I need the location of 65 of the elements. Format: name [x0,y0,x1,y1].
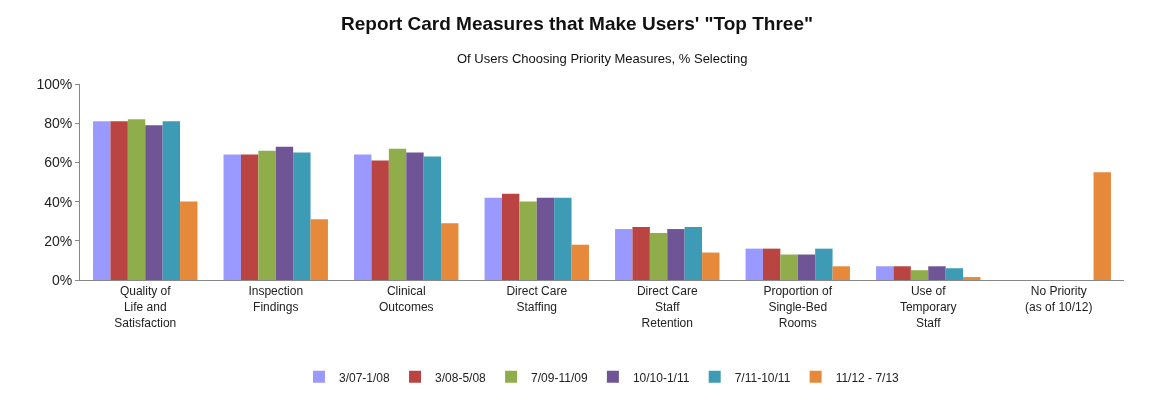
bar [667,229,685,280]
bar [928,266,946,280]
legend-label: 3/07-1/08 [339,370,391,385]
bar [127,119,146,280]
chart-title: Report Card Measures that Make Users' "Top Three" [341,12,813,34]
bar [571,244,589,280]
y-tick-label: 80% [44,115,73,132]
bar [501,193,520,280]
y-tick-label: 60% [44,154,73,171]
bar [632,227,650,280]
bar [406,152,424,280]
bar [310,219,328,280]
legend-label: 11/12 - 7/13 [835,370,900,385]
bar [180,201,198,280]
bar [110,121,128,280]
bar [93,121,111,280]
bar [519,201,537,280]
bar [388,148,407,280]
bar [275,146,294,280]
legend-label: 7/09-11/09 [531,370,588,385]
bar [423,156,442,280]
bar [762,248,781,280]
chart-subtitle: Of Users Choosing Priority Measures, % Selecting [457,51,748,66]
bar [258,150,276,280]
bar [797,254,816,280]
y-tick-label: 20% [44,232,73,249]
bar [223,154,241,280]
bar [1093,172,1111,280]
bar [145,125,163,280]
bar [945,268,964,280]
bar [684,227,703,280]
x-tick-label: Quality of Life and Satisfaction [114,284,177,330]
bar [745,248,763,280]
x-tick-label: No Priority (as of 10/12) [1025,284,1093,314]
x-tick-label: Direct Care Staffing [506,284,568,314]
bar [371,160,389,280]
x-tick-label: Clinical Outcomes [378,284,434,314]
bar [441,223,459,280]
bar [702,252,720,280]
bar [615,229,633,280]
bar [554,197,572,280]
y-tick-label: 0% [51,271,73,288]
bar [484,197,502,280]
bar [240,154,259,280]
bar [536,197,555,280]
bar [354,154,372,280]
x-tick-label: Direct Care Staff Retention [636,284,698,330]
bar [876,266,894,280]
bar [963,277,981,280]
bar [293,152,311,280]
bar [162,121,181,280]
legend-label: 3/08-5/08 [435,370,487,385]
bar [815,248,833,280]
x-tick-label: Use of Temporary Staff [899,284,957,330]
legend-label: 7/11-10/11 [734,370,791,385]
bar [910,270,929,280]
x-tick-label: Inspection Findings [248,284,304,314]
legend-label: 10/10-1/11 [632,370,690,385]
bar [649,232,668,280]
bar [832,266,850,280]
bar [893,266,911,280]
y-tick-label: 100% [36,75,73,92]
bar [780,254,798,280]
y-tick-label: 40% [44,193,73,210]
x-tick-label: Proportion of Single-Bed Rooms [763,284,833,330]
